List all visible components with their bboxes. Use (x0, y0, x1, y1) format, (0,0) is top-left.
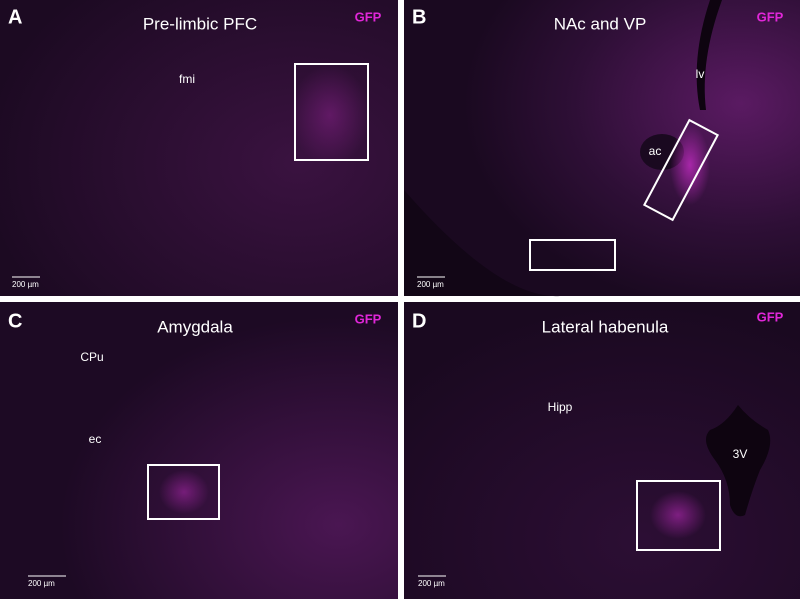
panel-c: C Amygdala GFP CPu ec 200 µm (0, 302, 398, 599)
panel-letter: B (412, 6, 426, 28)
roi-box (147, 464, 220, 520)
signal (290, 65, 370, 165)
panel-d: D Lateral habenula GFP Hipp 3V 200 µm (404, 302, 800, 599)
ventricle (706, 405, 771, 517)
micrograph (404, 0, 800, 296)
scale-label: 200 µm (28, 579, 55, 588)
roi-box (642, 118, 720, 222)
ventricle (696, 0, 722, 110)
region-label: lv (696, 67, 705, 81)
marker-label: GFP (757, 309, 784, 324)
marker-label: GFP (355, 9, 382, 24)
marker-label: GFP (355, 311, 382, 326)
background-area (404, 190, 560, 297)
region-label: ec (89, 432, 102, 446)
micrograph (0, 302, 398, 599)
region-label: CPu (80, 350, 103, 364)
panel-title: Lateral habenula (542, 317, 669, 336)
panel-letter: C (8, 310, 22, 332)
scale-label: 200 µm (418, 579, 445, 588)
panel-title: Amygdala (157, 317, 233, 336)
marker-label: GFP (757, 9, 784, 24)
panel-letter: D (412, 310, 426, 332)
roi-box (529, 239, 616, 271)
roi-box (636, 480, 721, 551)
roi-box (294, 63, 369, 161)
region-label: ac (649, 144, 662, 158)
panel-title: Pre-limbic PFC (143, 14, 257, 33)
panel-letter: A (8, 6, 22, 28)
region-label: fmi (179, 72, 195, 86)
panel-b: B NAc and VP GFP lv ac 200 µm (404, 0, 800, 297)
signal (650, 491, 706, 539)
panel-title: NAc and VP (554, 14, 647, 33)
signal (159, 470, 209, 514)
panel-a: A Pre-limbic PFC GFP fmi 200 µm (0, 0, 398, 296)
region-label: 3V (733, 447, 748, 461)
scale-label: 200 µm (417, 280, 444, 289)
signal (670, 125, 710, 205)
region-label: Hipp (548, 400, 573, 414)
scale-label: 200 µm (12, 280, 39, 289)
